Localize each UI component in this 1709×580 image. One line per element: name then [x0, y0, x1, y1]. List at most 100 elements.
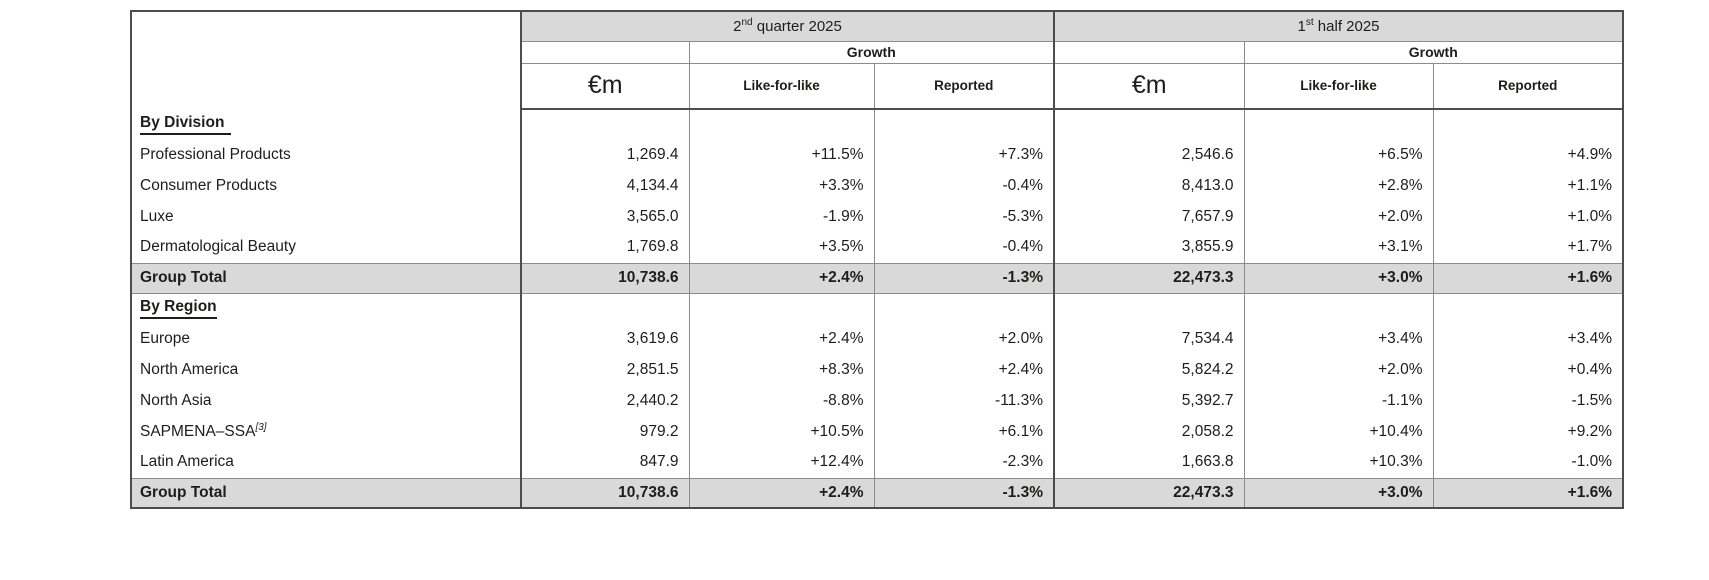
- h1-reported-header: Reported: [1432, 63, 1624, 110]
- h1-eur-m-value: 22,473.3: [1053, 262, 1244, 294]
- row-label: North America: [140, 360, 239, 378]
- h1-eur-m-value: 1,663.8: [1053, 447, 1244, 478]
- corner-cell: [131, 11, 522, 109]
- q2-eur-m-header: €m: [521, 63, 689, 110]
- q2-eur-m-value: 4,134.4: [520, 170, 689, 201]
- row-label: Group Total: [131, 477, 521, 509]
- q2-reported-header: Reported: [873, 63, 1054, 110]
- q2-reported-value: -5.3%: [873, 201, 1054, 232]
- q2-eur-m-value: 10,738.6: [520, 477, 689, 509]
- q2-like-for-like-value: +11.5%: [688, 139, 874, 170]
- h1-like-for-like-header: Like-for-like: [1243, 63, 1433, 110]
- h1-eur-m-value: 3,855.9: [1053, 232, 1244, 263]
- row-label: Professional Products: [140, 145, 291, 163]
- footnote-reference: [3]: [255, 421, 267, 433]
- group-total-row: Group Total 10,738.6 +2.4% -1.3% 22,473.…: [131, 262, 1624, 294]
- h1-reported-value: +1.0%: [1432, 201, 1624, 232]
- h1-period-header: 1st half 2025: [1052, 11, 1624, 42]
- q2-period-number: 2: [733, 18, 742, 36]
- q2-reported-value: -1.3%: [873, 477, 1054, 509]
- h1-like-for-like-value: +6.5%: [1243, 139, 1433, 170]
- sales-results-table: 2nd quarter 2025 1st half 2025 Growth Gr…: [130, 10, 1625, 509]
- section-heading-row: By Region: [131, 293, 1624, 323]
- h1-eur-m-value: 2,546.6: [1053, 139, 1244, 170]
- q2-period-header: 2nd quarter 2025: [521, 11, 1054, 42]
- h1-like-for-like-value: +2.0%: [1243, 354, 1433, 385]
- h1-reported-value: +1.1%: [1432, 170, 1624, 201]
- row-label: North Asia: [140, 391, 212, 409]
- q2-reported-value: -11.3%: [873, 385, 1054, 416]
- h1-reported-value: +1.6%: [1432, 262, 1624, 294]
- table-row: Luxe 3,565.0 -1.9% -5.3% 7,657.9 +2.0% +…: [131, 201, 1624, 232]
- h1-like-for-like-value: +3.4%: [1243, 323, 1433, 354]
- period-header-row: 2nd quarter 2025 1st half 2025: [131, 11, 1624, 109]
- sales-results-table-wrapper: 2nd quarter 2025 1st half 2025 Growth Gr…: [130, 10, 1625, 509]
- q2-reported-value: -2.3%: [873, 447, 1054, 478]
- table-row: Europe 3,619.6 +2.4% +2.0% 7,534.4 +3.4%…: [131, 323, 1624, 354]
- q2-period-ordinal: nd: [741, 17, 753, 29]
- h1-reported-value: -1.5%: [1432, 385, 1624, 416]
- h1-growth-header: Growth: [1243, 41, 1624, 64]
- q2-reported-value: -0.4%: [873, 232, 1054, 263]
- growth-header-row: Growth Growth: [131, 41, 1624, 64]
- table-row: Latin America 847.9 +12.4% -2.3% 1,663.8…: [131, 447, 1624, 478]
- q2-reported-value: -0.4%: [873, 170, 1054, 201]
- h1-reported-value: +1.6%: [1432, 477, 1624, 509]
- row-label: Latin America: [140, 453, 234, 471]
- h1-eur-m-value: 22,473.3: [1053, 477, 1244, 509]
- table-row: North America 2,851.5 +8.3% +2.4% 5,824.…: [131, 354, 1624, 385]
- section-heading-by-division: By Division: [140, 114, 232, 135]
- q2-reported-value: -1.3%: [873, 262, 1054, 294]
- h1-reported-value: +9.2%: [1432, 416, 1624, 447]
- q2-eur-m-value: 3,619.6: [520, 323, 689, 354]
- h1-eur-m-value: 2,058.2: [1053, 416, 1244, 447]
- section-heading-by-region: By Region: [140, 298, 217, 319]
- q2-reported-value: +2.0%: [873, 323, 1054, 354]
- h1-empty-cell: [1053, 41, 1244, 64]
- q2-like-for-like-value: +3.3%: [688, 170, 874, 201]
- q2-eur-m-value: 1,269.4: [520, 139, 689, 170]
- q2-reported-value: +2.4%: [873, 354, 1054, 385]
- h1-eur-m-value: 7,657.9: [1053, 201, 1244, 232]
- q2-reported-value: +7.3%: [873, 139, 1054, 170]
- q2-like-for-like-header: Like-for-like: [688, 63, 874, 110]
- row-label: SAPMENA–SSA: [140, 423, 256, 441]
- row-label: Dermatological Beauty: [140, 238, 296, 256]
- table-row: Dermatological Beauty 1,769.8 +3.5% -0.4…: [131, 232, 1624, 263]
- table-row: Consumer Products 4,134.4 +3.3% -0.4% 8,…: [131, 170, 1624, 201]
- row-label: Luxe: [140, 207, 174, 225]
- q2-eur-m-value: 847.9: [520, 447, 689, 478]
- q2-eur-m-value: 3,565.0: [520, 201, 689, 232]
- h1-like-for-like-value: +3.1%: [1243, 232, 1433, 263]
- h1-eur-m-value: 7,534.4: [1053, 323, 1244, 354]
- q2-eur-m-value: 2,440.2: [520, 385, 689, 416]
- q2-period-text: quarter 2025: [756, 18, 842, 36]
- section-heading-row: By Division: [131, 109, 1624, 139]
- q2-like-for-like-value: +10.5%: [688, 416, 874, 447]
- group-total-row: Group Total 10,738.6 +2.4% -1.3% 22,473.…: [131, 477, 1624, 509]
- h1-like-for-like-value: +10.4%: [1243, 416, 1433, 447]
- h1-like-for-like-value: +2.0%: [1243, 201, 1433, 232]
- h1-reported-value: +0.4%: [1432, 354, 1624, 385]
- q2-like-for-like-value: -8.8%: [688, 385, 874, 416]
- q2-like-for-like-value: +3.5%: [688, 232, 874, 263]
- q2-like-for-like-value: +2.4%: [688, 323, 874, 354]
- h1-like-for-like-value: -1.1%: [1243, 385, 1433, 416]
- q2-reported-value: +6.1%: [873, 416, 1054, 447]
- row-label: Europe: [140, 329, 190, 347]
- q2-eur-m-value: 979.2: [520, 416, 689, 447]
- h1-period-ordinal: st: [1305, 17, 1314, 29]
- h1-eur-m-value: 8,413.0: [1053, 170, 1244, 201]
- h1-like-for-like-value: +3.0%: [1243, 262, 1433, 294]
- q2-like-for-like-value: +2.4%: [688, 477, 874, 509]
- h1-like-for-like-value: +2.8%: [1243, 170, 1433, 201]
- table-row: SAPMENA–SSA[3] 979.2 +10.5% +6.1% 2,058.…: [131, 416, 1624, 447]
- h1-eur-m-value: 5,824.2: [1053, 354, 1244, 385]
- q2-eur-m-value: 2,851.5: [520, 354, 689, 385]
- q2-like-for-like-value: +12.4%: [688, 447, 874, 478]
- h1-reported-value: +4.9%: [1432, 139, 1624, 170]
- h1-period-number: 1: [1297, 18, 1306, 36]
- h1-period-text: half 2025: [1317, 18, 1380, 36]
- h1-eur-m-header: €m: [1053, 63, 1244, 110]
- q2-empty-cell: [521, 41, 689, 64]
